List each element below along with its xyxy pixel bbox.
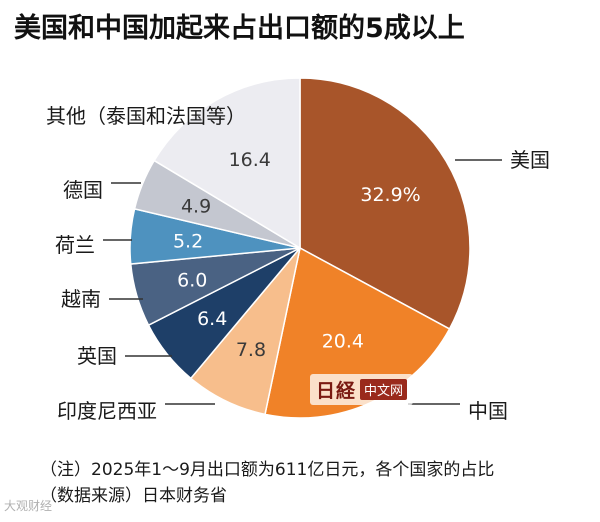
nikkei-logo: 日経 [316,380,357,402]
slice-category-label: 美国 [510,148,550,172]
pie-slice [299,77,471,330]
slice-category-label: 英国 [77,344,117,368]
source-line: （数据来源）日本财务省 [40,486,227,506]
nikkei-chinese-label: 中文网 [360,379,408,400]
slice-value-label: 6.4 [197,308,227,330]
slice-value-label: 4.9 [181,196,211,218]
slice-category-label: 印度尼西亚 [57,399,157,423]
slice-category-label: 其他（泰国和法国等） [46,104,246,128]
slice-value-label: 5.2 [173,230,203,252]
slice-value-label: 16.4 [229,149,271,171]
slice-category-label: 越南 [61,287,101,311]
nikkei-watermark: 日経 中文网 [310,374,414,405]
slice-category-label: 荷兰 [55,233,95,257]
pie-slice [153,77,301,250]
slice-category-label: 中国 [468,399,508,423]
slice-value-label: 7.8 [236,339,266,361]
slice-category-label: 德国 [63,178,103,202]
note-line: （注）2025年1～9月出口额为611亿日元，各个国家的占比 [40,460,495,480]
corner-watermark: 大观财经 [4,499,53,513]
slice-value-label: 32.9% [360,184,420,206]
slice-value-label: 6.0 [177,269,207,291]
chart-title: 美国和中国加起来占出口额的5成以上 [14,13,465,44]
slice-value-label: 20.4 [322,331,364,353]
